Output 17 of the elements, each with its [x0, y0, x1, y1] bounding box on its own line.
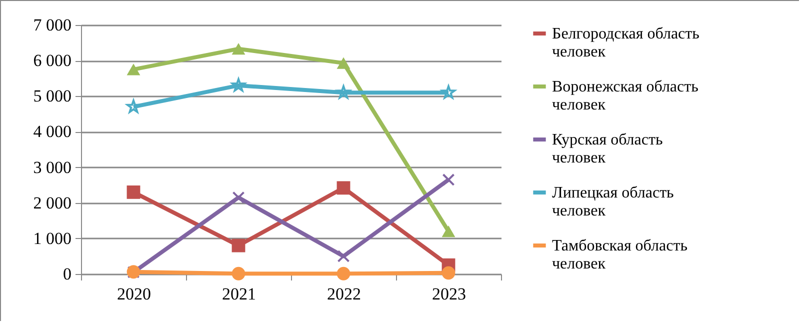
x-tick-label: 2020 [117, 284, 151, 304]
y-tick-label: 3 000 [33, 158, 72, 177]
x-tick-label: 2021 [222, 284, 256, 304]
legend-label: Воронежская область человек [552, 78, 698, 114]
legend-label: Курская область человек [552, 132, 663, 166]
x-tick-label: 2023 [432, 284, 466, 304]
y-tick-label: 5 000 [33, 86, 72, 106]
y-tick-label: 6 000 [33, 51, 72, 70]
x-tick-label: 2022 [327, 284, 361, 304]
y-tick-label: 1 000 [33, 228, 72, 248]
legend-label: Тамбовская область человек [552, 238, 688, 272]
legend-label: Белгородская область человек [552, 26, 700, 60]
y-tick-label: 0 [63, 264, 72, 284]
y-tick-label: 2 000 [33, 193, 72, 212]
y-tick-label: 7 000 [33, 16, 72, 34]
y-tick-label: 4 000 [33, 122, 72, 142]
legend-label: Липецкая область человек [552, 184, 674, 220]
